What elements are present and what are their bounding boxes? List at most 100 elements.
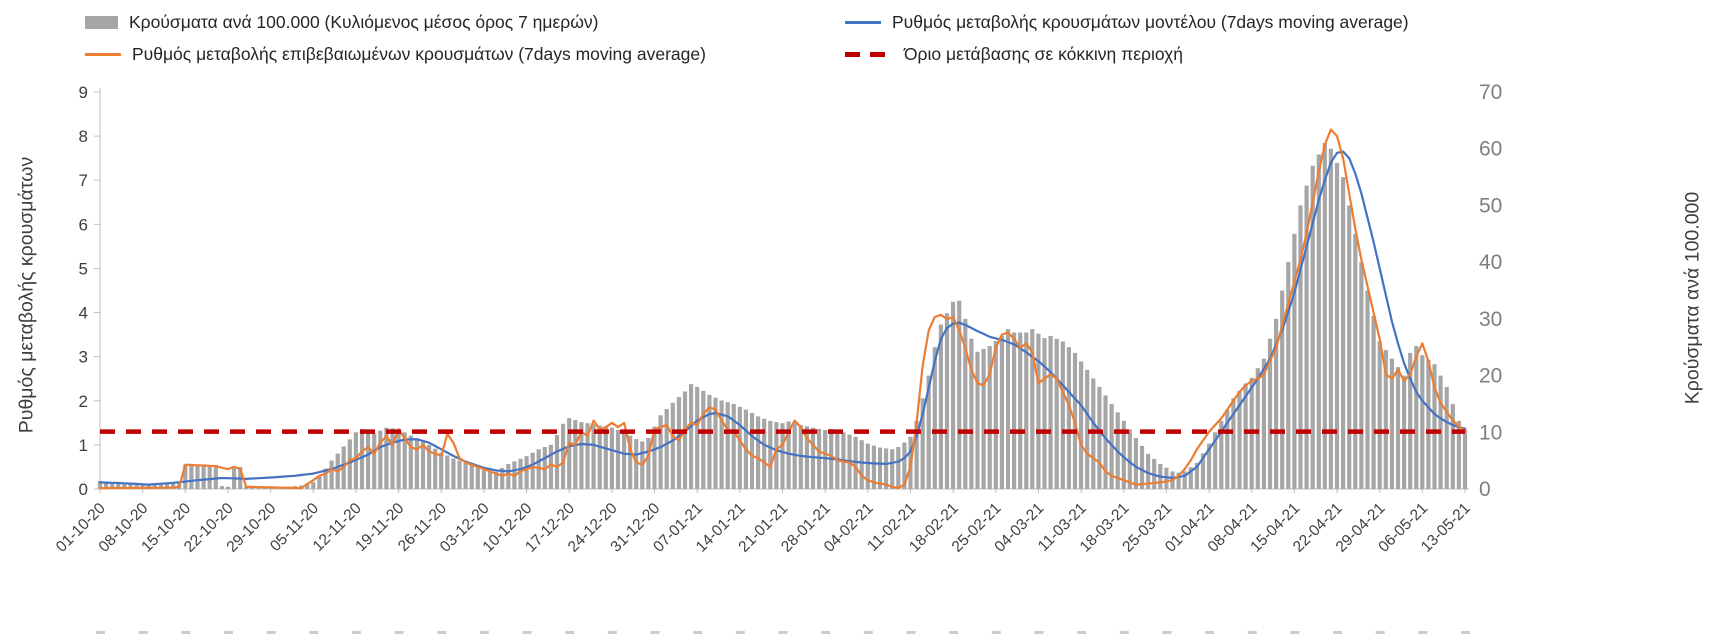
right-axis-tick-label: 40 (1479, 251, 1502, 274)
bar (890, 449, 895, 489)
bar (1024, 332, 1029, 489)
bar (1261, 358, 1266, 489)
right-axis-tick-label: 0 (1479, 478, 1491, 501)
bottom-tick-dash (650, 631, 660, 634)
bar (487, 470, 493, 489)
left-axis-tick-label: 0 (79, 480, 88, 499)
bar (347, 439, 352, 489)
right-axis-tick-label: 70 (1479, 81, 1502, 104)
bar (573, 420, 578, 489)
legend-item-red-threshold: Όριο μετάβασης σε κόκκινη περιοχή (845, 43, 1183, 65)
bar (1182, 471, 1187, 489)
blue-line-swatch-icon (845, 20, 881, 24)
bar (420, 441, 426, 489)
bar (524, 456, 529, 489)
bar (1133, 438, 1138, 489)
bar (1219, 420, 1224, 489)
bar (963, 318, 968, 489)
right-axis-tick-label: 30 (1479, 308, 1502, 331)
bar (1066, 347, 1071, 489)
bar (1444, 386, 1449, 489)
bar (926, 375, 931, 489)
bar (871, 445, 876, 489)
bar (756, 416, 761, 489)
bottom-tick-dash (949, 631, 959, 634)
bar (792, 423, 797, 489)
bar (183, 464, 188, 489)
left-axis-tick-label: 6 (79, 215, 88, 234)
bar (969, 338, 974, 489)
legend-item-cases-bars: Κρούσματα ανά 100.000 (Κυλιόμενος μέσος … (85, 11, 598, 33)
bar (1316, 154, 1321, 489)
bottom-tick-dash (181, 631, 191, 634)
bar (171, 482, 176, 489)
bar (457, 460, 462, 489)
bar (122, 483, 127, 489)
bar (920, 398, 925, 489)
bar (134, 483, 139, 489)
legend-label-red-threshold: Όριο μετάβασης σε κόκκινη περιοχή (904, 43, 1184, 64)
bar (140, 483, 145, 489)
bar (865, 443, 870, 489)
left-axis-tick-label: 4 (79, 304, 88, 323)
bar (707, 394, 712, 489)
bottom-tick-dash (138, 631, 148, 634)
bar (323, 468, 328, 489)
bar (427, 444, 432, 489)
left-axis-tick-label: 8 (79, 127, 88, 146)
bar (999, 335, 1004, 489)
bar (609, 427, 614, 489)
bar (1005, 329, 1011, 489)
bar (914, 420, 919, 489)
bar (567, 418, 572, 489)
bar (1060, 341, 1065, 489)
bar (987, 346, 992, 489)
bar (749, 413, 755, 489)
right-axis-tick-label: 50 (1479, 194, 1502, 217)
bar (384, 427, 389, 489)
bar (1462, 429, 1468, 489)
bar (225, 486, 231, 489)
bar (1414, 346, 1419, 489)
bar (518, 458, 523, 489)
bar (116, 482, 121, 489)
bar (938, 324, 943, 489)
bar (158, 483, 163, 489)
bar (932, 347, 937, 489)
bar (359, 428, 365, 489)
left-axis-tick-label: 2 (79, 392, 88, 411)
bar (975, 351, 980, 489)
bar (97, 481, 103, 489)
bar (1213, 432, 1218, 489)
bottom-tick-dash (351, 631, 361, 634)
bar (1255, 368, 1260, 489)
bar (219, 486, 224, 489)
confirmed-rate-line (98, 128, 1467, 490)
bar (1042, 338, 1047, 489)
bar (786, 421, 791, 489)
orange-line-swatch-icon (85, 52, 121, 56)
bar (859, 440, 864, 489)
bar (817, 428, 822, 489)
bar (451, 458, 456, 489)
bar (164, 483, 170, 489)
bar (1054, 338, 1059, 489)
bar (670, 402, 675, 489)
bar (110, 482, 115, 489)
legend-label-cases-bars: Κρούσματα ανά 100.000 (Κυλιόμενος μέσος … (129, 11, 599, 32)
bottom-tick-dash (1119, 631, 1129, 634)
bar (737, 406, 742, 489)
bar (1030, 329, 1035, 489)
bar (402, 432, 407, 489)
bottom-tick-dash (906, 631, 916, 634)
bar (902, 442, 907, 489)
bar (646, 438, 651, 489)
bar (329, 460, 334, 489)
bar-series-swatch-icon (85, 15, 118, 29)
bottom-tick-dash (735, 631, 745, 634)
bar (311, 482, 316, 489)
bar (1432, 364, 1437, 489)
bar (305, 483, 310, 489)
bar (1194, 462, 1199, 489)
bar (128, 483, 133, 489)
